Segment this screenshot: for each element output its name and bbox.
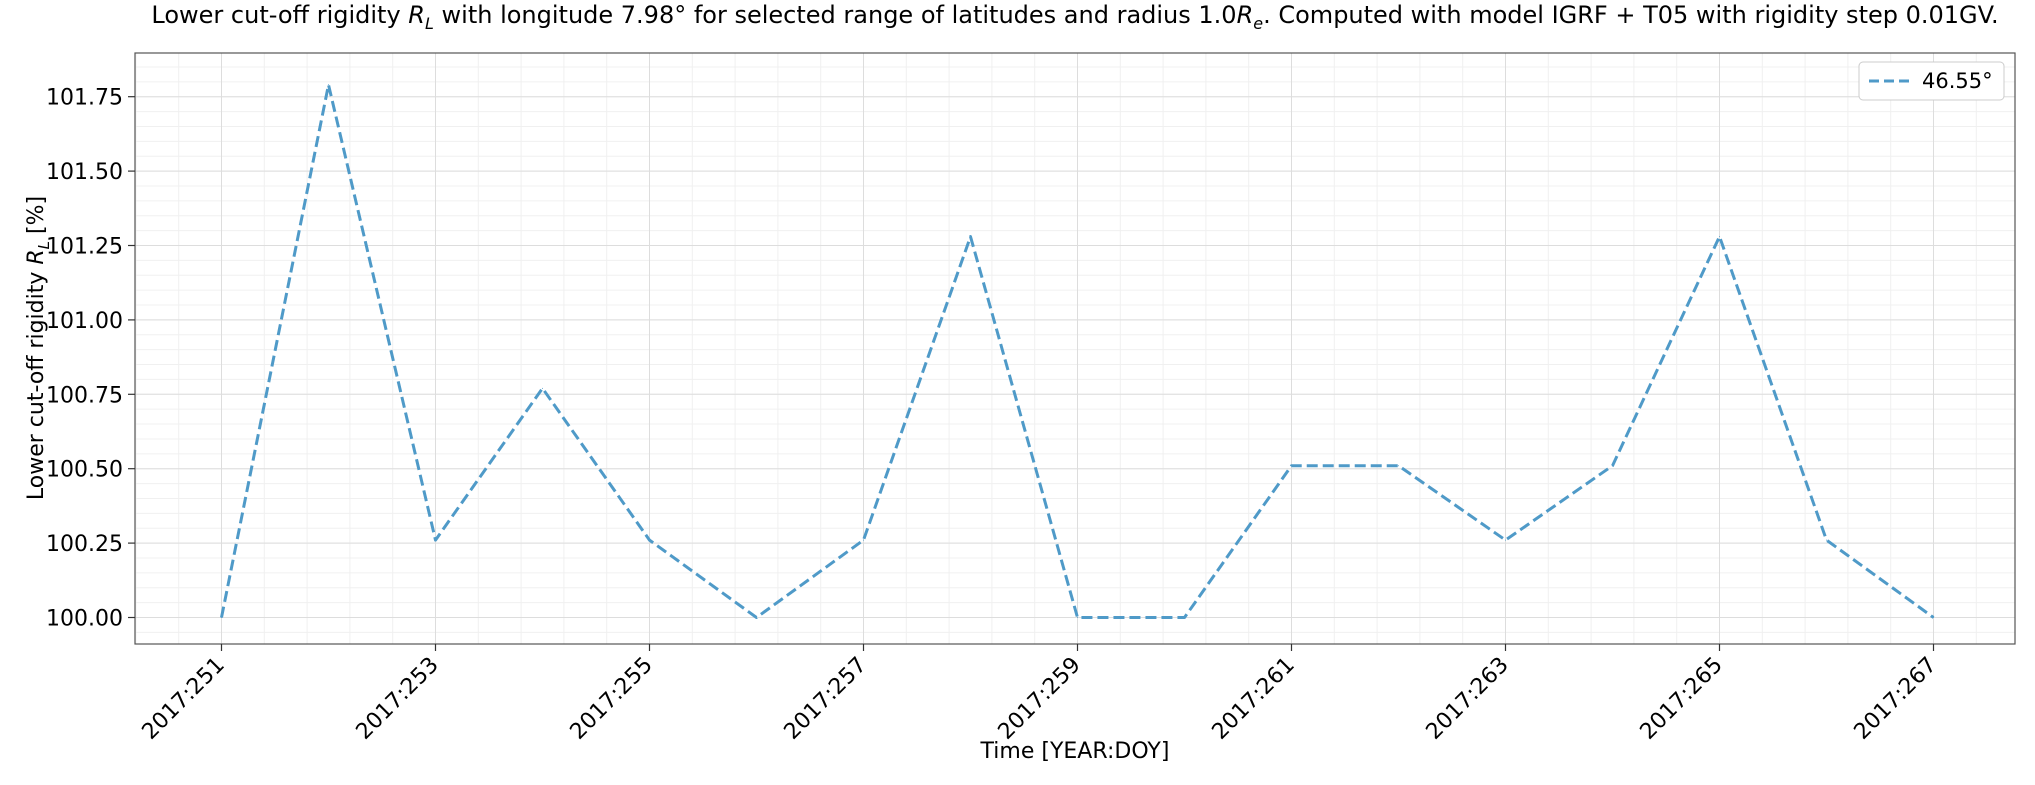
y-tick-label: 101.75	[46, 86, 123, 111]
data-point	[1505, 539, 1506, 541]
plot-frame	[134, 52, 2016, 645]
y-axis: 100.00 100.25 100.50 100.75 101.00 101.25 101.…	[46, 86, 135, 632]
y-tick-label: 100.00	[46, 607, 123, 632]
y-tick-label: 101.00	[46, 309, 123, 334]
data-point	[970, 236, 971, 238]
data-point	[1184, 617, 1185, 618]
x-tick-label: 2017:255	[566, 653, 658, 745]
y-tick-label: 101.25	[46, 235, 123, 260]
chart-title: Lower cut-off rigidity RL with longitude…	[151, 1, 1999, 33]
x-tick-label: 2017:261	[1208, 653, 1300, 745]
data-point	[221, 617, 222, 618]
data-point	[1291, 465, 1292, 467]
y-tick-label: 100.50	[46, 458, 123, 483]
legend: 46.55°	[1858, 61, 2005, 101]
data-point	[1398, 465, 1399, 467]
y-axis-title: Lower cut-off rigidity RL [%]	[24, 196, 53, 500]
data-point	[435, 539, 436, 541]
data-point	[1077, 617, 1078, 618]
data-point	[1826, 539, 1827, 541]
x-tick-label: 2017:253	[352, 653, 444, 745]
data-point	[649, 539, 650, 541]
data-point	[1612, 465, 1613, 467]
series-line	[220, 83, 1935, 619]
data-point	[1933, 617, 1934, 618]
data-point	[863, 539, 864, 541]
data-point	[328, 84, 329, 86]
data-point	[542, 387, 543, 389]
x-tick-label: 2017:251	[138, 653, 230, 745]
x-axis-title: Time [YEAR:DOY]	[980, 739, 1170, 764]
y-tick-label: 100.25	[46, 532, 123, 557]
x-tick-label: 2017:257	[780, 653, 872, 745]
y-tick-label: 101.50	[46, 160, 123, 185]
series-layer	[220, 83, 1935, 619]
y-tick-label: 100.75	[46, 383, 123, 408]
x-tick-label: 2017:263	[1422, 653, 1514, 745]
minor-grid	[135, 53, 2015, 644]
x-tick-label: 2017:265	[1636, 653, 1728, 745]
x-axis: 2017:251 2017:253 2017:255 2017:257 2017:259…	[138, 644, 1942, 745]
data-point	[756, 617, 757, 618]
x-tick-label: 2017:267	[1850, 653, 1942, 745]
data-point	[1719, 236, 1720, 238]
major-grid	[135, 53, 2015, 644]
legend-label: 46.55°	[1922, 69, 1993, 93]
legend-box	[1858, 61, 2005, 101]
x-tick-label: 2017:259	[994, 653, 1086, 745]
